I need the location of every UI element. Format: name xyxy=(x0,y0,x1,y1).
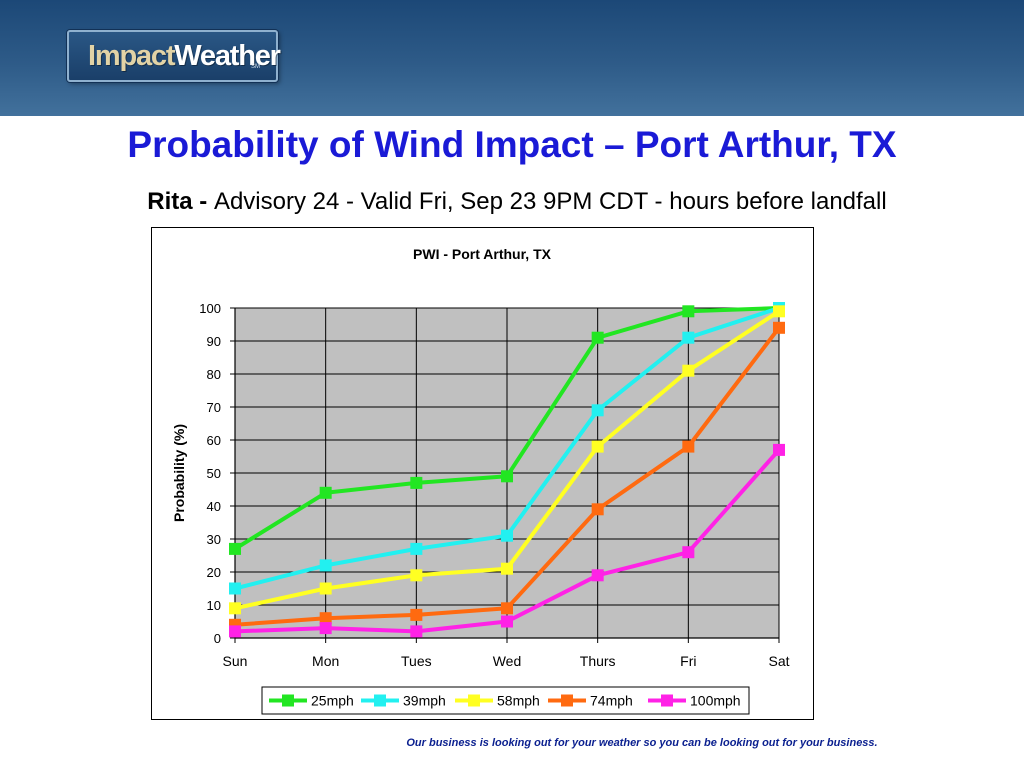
y-axis-label: Probability (%) xyxy=(171,424,187,522)
data-point-39mph xyxy=(591,404,604,417)
x-tick-label: Thurs xyxy=(580,653,616,669)
x-tick-label: Mon xyxy=(312,653,339,669)
data-point-25mph xyxy=(410,476,423,489)
slide-subtitle: Rita - Advisory 24 - Valid Fri, Sep 23 9… xyxy=(0,185,1024,219)
y-tick-label: 80 xyxy=(207,367,221,382)
data-point-100mph xyxy=(319,622,332,635)
data-point-74mph xyxy=(682,440,695,453)
slide-title: Probability of Wind Impact – Port Arthur… xyxy=(127,124,897,165)
y-tick-label: 10 xyxy=(207,598,221,613)
logo-service-mark: SM xyxy=(251,64,260,70)
legend-swatch-marker xyxy=(282,694,294,707)
logo-text-impact: Impact xyxy=(88,40,175,72)
impactweather-logo: ImpactWeather SM xyxy=(67,30,281,82)
data-point-100mph xyxy=(501,615,513,628)
x-tick-label: Fri xyxy=(680,653,696,669)
chart-frame: PWI - Port Arthur, TX 0 10 20 30 40 50 60 70 80 90… xyxy=(151,227,814,720)
data-point-58mph xyxy=(410,569,423,582)
x-tick-label: Wed xyxy=(493,653,522,669)
data-point-58mph xyxy=(682,364,695,377)
subtitle-advisory: Advisory 24 - Valid Fri, Sep 23 9PM CDT … xyxy=(213,188,887,215)
footer-tagline: Our business is looking out for your wea… xyxy=(406,737,878,749)
y-tick-label: 30 xyxy=(207,532,221,547)
legend-label: 100mph xyxy=(690,693,741,709)
chart-title: PWI - Port Arthur, TX xyxy=(413,246,552,262)
y-tick-label: 0 xyxy=(214,631,221,646)
data-point-100mph xyxy=(591,569,604,582)
data-point-74mph xyxy=(773,321,785,334)
legend-label: 58mph xyxy=(497,693,540,709)
data-point-100mph xyxy=(682,546,695,559)
x-tick-label: Sat xyxy=(768,653,789,669)
y-tick-label: 100 xyxy=(199,301,221,316)
subtitle-storm-name: Rita - xyxy=(147,188,214,215)
data-point-25mph xyxy=(591,331,604,344)
data-point-58mph xyxy=(501,562,513,575)
data-point-39mph xyxy=(682,331,695,344)
data-point-58mph xyxy=(229,602,241,615)
y-tick-label: 50 xyxy=(207,466,221,481)
legend-label: 25mph xyxy=(311,693,354,709)
legend-swatch-marker xyxy=(561,694,573,707)
data-point-25mph xyxy=(501,470,513,483)
data-point-25mph xyxy=(682,305,695,318)
logo-text: ImpactWeather xyxy=(88,40,281,72)
header-band: ImpactWeather SM xyxy=(0,0,1024,116)
x-tick-label: Sun xyxy=(223,653,248,669)
data-point-58mph xyxy=(319,582,332,595)
legend-swatch-marker xyxy=(374,694,386,707)
data-point-39mph xyxy=(501,529,513,542)
data-point-25mph xyxy=(229,542,241,555)
legend-label: 74mph xyxy=(590,693,633,709)
data-point-74mph xyxy=(591,503,604,516)
legend-swatch-marker xyxy=(468,694,480,707)
data-point-58mph xyxy=(773,305,785,318)
data-point-39mph xyxy=(410,542,423,555)
data-point-39mph xyxy=(229,582,241,595)
y-tick-label: 40 xyxy=(207,499,221,514)
data-point-74mph xyxy=(319,612,332,625)
x-tick-label: Tues xyxy=(401,653,432,669)
legend-label: 39mph xyxy=(403,693,446,709)
logo-text-weather: Weather xyxy=(174,40,281,72)
data-point-25mph xyxy=(319,486,332,499)
legend-swatch-marker xyxy=(661,694,673,707)
data-point-58mph xyxy=(591,440,604,453)
data-point-39mph xyxy=(319,559,332,572)
data-point-74mph xyxy=(501,602,513,615)
y-tick-label: 90 xyxy=(207,334,221,349)
y-tick-label: 20 xyxy=(207,565,221,580)
y-tick-label: 70 xyxy=(207,400,221,415)
y-tick-label: 60 xyxy=(207,433,221,448)
data-point-100mph xyxy=(229,625,241,638)
data-point-100mph xyxy=(410,625,423,638)
data-point-100mph xyxy=(773,443,785,456)
data-point-74mph xyxy=(410,608,423,621)
pwi-line-chart: PWI - Port Arthur, TX 0 10 20 30 40 50 60 70 80 90… xyxy=(171,246,790,715)
